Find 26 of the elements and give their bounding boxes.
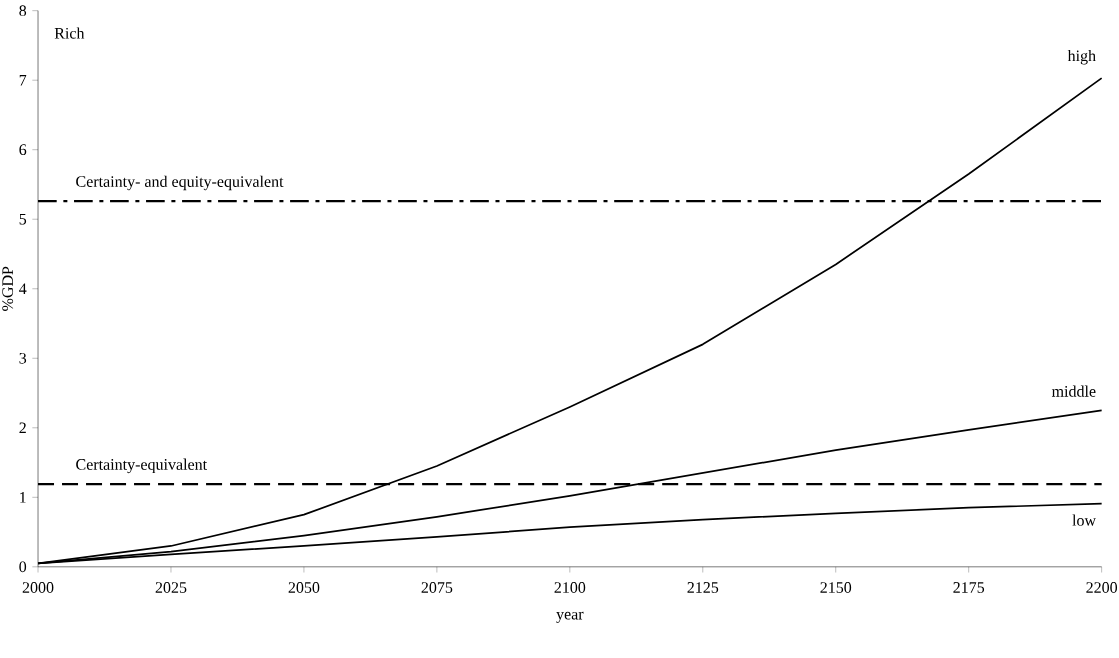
y-tick-label: 6	[19, 144, 27, 156]
x-tick-label: 2000	[22, 582, 54, 594]
x-tick-label: 2125	[687, 582, 719, 594]
x-tick-label: 2025	[155, 582, 187, 594]
y-tick-label: 5	[19, 214, 27, 225]
ref-line-label: Certainty- and equity-equivalent	[76, 175, 284, 191]
x-tick-label: 2175	[953, 582, 985, 594]
series-label: low	[1072, 514, 1096, 526]
y-tick-label: 8	[19, 5, 27, 17]
y-tick-label: 7	[19, 75, 27, 86]
annotation: Rich	[54, 27, 85, 39]
y-tick-label: 1	[20, 492, 26, 503]
series-label: high	[1067, 50, 1096, 65]
y-axis-title: %GDP	[2, 266, 14, 312]
y-tick-label: 2	[19, 422, 26, 434]
ref-line-label: Certainty-equivalent	[76, 458, 208, 474]
x-tick-label: 2200	[1086, 582, 1118, 594]
x-tick-label: 2100	[554, 582, 586, 594]
x-axis-title: year	[556, 612, 584, 624]
y-tick-label: 3	[19, 353, 27, 364]
x-tick-label: 2150	[820, 582, 852, 594]
x-tick-label: 2050	[288, 582, 320, 594]
y-tick-label: 4	[19, 283, 27, 295]
series-label: middle	[1051, 385, 1096, 398]
y-tick-label: 0	[19, 561, 27, 573]
x-tick-label: 2075	[421, 582, 453, 594]
